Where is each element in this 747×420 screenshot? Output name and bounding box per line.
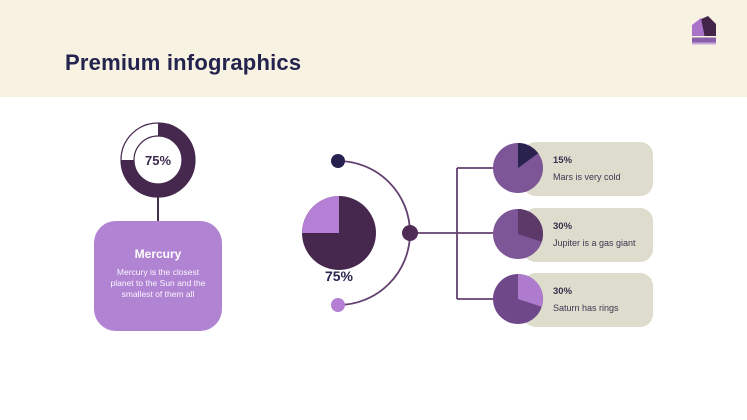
mercury-card-body: Mercury is the closest planet to the Sun…	[110, 267, 206, 299]
jupiter-pie-chart	[493, 209, 543, 259]
slide-title: Premium infographics	[65, 50, 302, 75]
node-dot-middle	[402, 225, 418, 241]
callout-box-saturn: 30% Saturn has rings	[523, 273, 653, 327]
callout-text: Mars is very cold	[553, 172, 621, 182]
callout-jupiter: 30% Jupiter is a gas giant	[493, 208, 655, 263]
callout-saturn: 30% Saturn has rings	[493, 273, 655, 328]
callout-text: Saturn has rings	[553, 303, 619, 313]
pie-wedge-saturn	[518, 274, 543, 307]
mercury-donut-chart: 75%	[116, 118, 200, 202]
donut-card-connector	[157, 196, 159, 222]
callout-box-jupiter: 30% Jupiter is a gas giant	[523, 208, 653, 262]
saturn-pie-chart	[493, 274, 543, 324]
crown-band	[692, 37, 716, 43]
radial-connector-diagram	[302, 154, 500, 312]
donut-percent-label: 75%	[144, 152, 172, 168]
callout-text: Jupiter is a gas giant	[553, 238, 636, 248]
callout-percent: 30%	[553, 221, 573, 232]
pie-wedge-mars	[518, 143, 539, 168]
crown-light-fold	[692, 18, 705, 36]
center-pie-percent-label: 75%	[324, 268, 354, 284]
callout-percent: 15%	[553, 155, 573, 166]
mars-pie-chart	[493, 143, 543, 193]
callout-percent: 30%	[553, 286, 573, 297]
mercury-card: Mercury Mercury is the closest planet to…	[94, 221, 222, 331]
mercury-card-title: Mercury	[134, 247, 182, 261]
callout-mars: 15% Mars is very cold	[493, 142, 655, 197]
header-band: Premium infographics	[0, 0, 747, 97]
node-dot-bottom	[331, 298, 345, 312]
callout-box-mars: 15% Mars is very cold	[523, 142, 653, 196]
pie-wedge-jupiter	[518, 209, 543, 242]
crown-band-light	[692, 42, 716, 45]
crown-icon	[691, 15, 718, 46]
center-pie-wedge	[302, 196, 339, 233]
donut-arc	[121, 123, 195, 197]
node-dot-top	[331, 154, 345, 168]
